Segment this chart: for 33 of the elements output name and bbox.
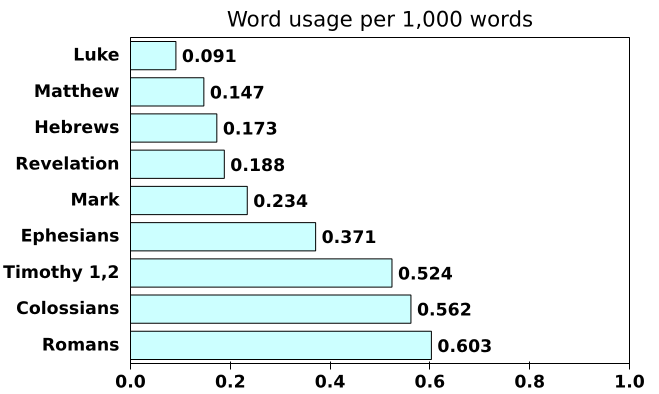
- bar: [130, 40, 176, 70]
- y-tick-label: Ephesians: [20, 226, 120, 247]
- bar: [130, 258, 392, 288]
- x-tick-label: 0.0: [115, 372, 146, 392]
- data-label: 0.562: [416, 300, 472, 321]
- y-tick-label: Revelation: [15, 154, 120, 174]
- data-label: 0.524: [398, 264, 453, 284]
- bar: [130, 150, 225, 179]
- y-tick-label: Matthew: [34, 82, 120, 102]
- x-tick-label: 1.0: [614, 372, 645, 392]
- data-label: 0.603: [437, 336, 492, 357]
- chart-title: Word usage per 1,000 words: [226, 8, 534, 32]
- data-label: 0.188: [230, 156, 286, 176]
- data-label: 0.371: [322, 228, 376, 248]
- bar: [130, 186, 248, 216]
- y-tick-label: Hebrews: [34, 118, 120, 138]
- bar: [130, 222, 316, 252]
- x-tick-label: 0.4: [314, 372, 346, 392]
- data-label: 0.147: [210, 83, 265, 104]
- y-tick-label: Mark: [70, 190, 120, 210]
- y-tick-label: Colossians: [16, 299, 120, 320]
- x-tick-label: 0.8: [514, 372, 546, 392]
- data-label: 0.234: [253, 192, 308, 212]
- y-tick-label: Timothy 1,2: [3, 262, 120, 283]
- x-tick-label: 0.6: [414, 372, 446, 392]
- bar: [130, 77, 204, 106]
- data-label: 0.091: [182, 47, 237, 68]
- data-label: 0.173: [222, 120, 278, 140]
- y-tick-label: Romans: [42, 335, 120, 356]
- bar: [130, 113, 218, 143]
- y-tick-label: Luke: [73, 46, 120, 66]
- bar: [130, 294, 412, 324]
- x-tick-label: 0.2: [214, 372, 246, 392]
